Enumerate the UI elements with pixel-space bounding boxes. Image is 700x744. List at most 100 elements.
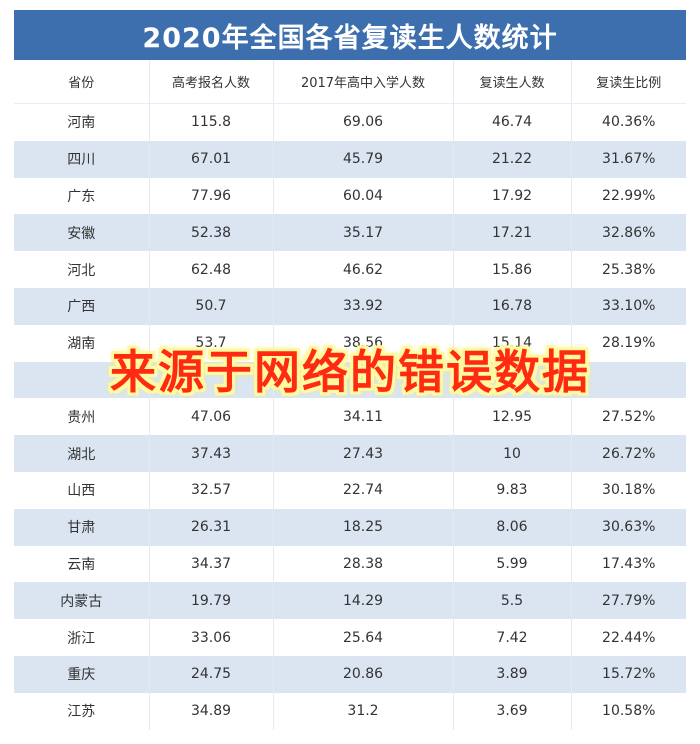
value-cell: 34.37 [149,545,274,583]
value-cell: 30.18% [602,482,656,499]
value-cell: 15.14 [453,324,572,362]
value-cell: 16.78 [453,287,572,325]
value-cell: 10.58% [602,703,656,720]
value-cell: 33.92 [273,287,454,325]
value-cell: 77.96 [149,177,274,215]
province-cell: 河北 [14,251,150,288]
value-cell: 38.56 [273,324,454,362]
table-row: 四川 67.01 45.79 21.22 31.67% [14,140,686,178]
province-cell: 浙江 [14,619,150,656]
value-cell: 31.2 [273,692,454,730]
table-row [14,361,686,399]
value-cell: 3.89 [453,655,572,693]
value-cell: 17.43% [602,555,656,572]
value-cell [273,361,454,399]
value-cell: 22.99% [602,187,656,204]
province-cell [14,361,150,399]
value-cell: 20.86 [273,655,454,693]
table-row: 贵州 47.06 34.11 12.95 27.52% [14,398,686,436]
value-cell: 50.7 [149,287,274,325]
province-cell: 内蒙古 [14,582,150,620]
value-cell: 22.44% [602,629,656,646]
value-cell [453,361,572,399]
table-row: 内蒙古 19.79 14.29 5.5 27.79% [14,582,686,620]
table-row: 浙江 33.06 25.64 7.42 22.44% [14,619,686,656]
column-header: 省份 [14,60,150,104]
value-cell: 27.79% [602,592,656,609]
value-cell: 34.11 [273,398,454,436]
table-row: 山西 32.57 22.74 9.83 30.18% [14,471,686,509]
value-cell: 5.5 [453,582,572,620]
province-cell: 重庆 [14,655,150,693]
value-cell: 7.42 [453,619,572,656]
table-title: 2020年全国各省复读生人数统计 [14,10,686,60]
province-cell: 贵州 [14,398,150,436]
table-row: 河北 62.48 46.62 15.86 25.38% [14,251,686,288]
value-cell: 60.04 [273,177,454,215]
value-cell: 27.43 [273,435,454,472]
table-row: 安徽 52.38 35.17 17.21 32.86% [14,214,686,252]
province-cell: 江苏 [14,692,150,730]
value-cell [571,362,686,399]
value-cell: 25.38% [602,261,656,278]
column-header: 复读生人数 [453,60,572,104]
province-cell: 四川 [14,140,150,178]
value-cell: 14.29 [273,582,454,620]
header-row: 省份 高考报名人数 2017年高中入学人数 复读生人数 复读生比例 [14,60,686,104]
value-cell: 31.67% [602,151,656,168]
value-cell: 8.06 [453,508,572,546]
value-cell: 17.92 [453,177,572,215]
value-cell: 5.99 [453,545,572,583]
province-cell: 湖北 [14,435,150,472]
value-cell: 19.79 [149,582,274,620]
value-cell: 28.19% [602,335,656,352]
table-row: 甘肃 26.31 18.25 8.06 30.63% [14,508,686,546]
data-table: 省份 高考报名人数 2017年高中入学人数 复读生人数 复读生比例 河南 115.8 69.… [14,60,686,730]
value-cell: 45.79 [273,140,454,178]
value-cell: 9.83 [453,471,572,509]
value-cell: 26.31 [149,508,274,546]
table-row: 广西 50.7 33.92 16.78 33.10% [14,287,686,325]
table-frame: 2020年全国各省复读生人数统计 省份 高考报名人数 2017年高中入学人数 复读生人… [14,10,686,740]
value-cell [149,361,274,399]
value-cell: 15.72% [602,666,656,683]
value-cell: 33.06 [149,619,274,656]
table-row: 河南 115.8 69.06 46.74 40.36% [14,103,686,141]
column-header: 2017年高中入学人数 [273,60,454,104]
table-body: 河南 115.8 69.06 46.74 40.36% 四川 67.01 45.79 21.22… [14,103,686,730]
province-cell: 广东 [14,177,150,215]
value-cell: 62.48 [149,251,274,288]
value-cell: 53.7 [149,324,274,362]
value-cell: 115.8 [149,103,274,141]
value-cell: 46.74 [453,103,572,141]
value-cell: 69.06 [273,103,454,141]
value-cell: 22.74 [273,471,454,509]
table-row: 湖北 37.43 27.43 10 26.72% [14,435,686,472]
value-cell: 24.75 [149,655,274,693]
province-cell: 云南 [14,545,150,583]
value-cell: 32.57 [149,471,274,509]
province-cell: 湖南 [14,324,150,362]
table-row: 云南 34.37 28.38 5.99 17.43% [14,545,686,583]
value-cell: 15.86 [453,251,572,288]
value-cell: 28.38 [273,545,454,583]
value-cell: 37.43 [149,435,274,472]
value-cell: 67.01 [149,140,274,178]
column-header: 高考报名人数 [149,60,274,104]
value-cell: 46.62 [273,251,454,288]
value-cell: 18.25 [273,508,454,546]
value-cell: 21.22 [453,140,572,178]
value-cell: 17.21 [453,214,572,252]
value-cell: 10 [453,435,572,472]
value-cell: 47.06 [149,398,274,436]
table-row: 江苏 34.89 31.2 3.69 10.58% [14,692,686,730]
province-cell: 山西 [14,471,150,509]
province-cell: 河南 [14,103,150,141]
value-cell: 34.89 [149,692,274,730]
value-cell: 25.64 [273,619,454,656]
table-row: 广东 77.96 60.04 17.92 22.99% [14,177,686,215]
value-cell: 52.38 [149,214,274,252]
value-cell: 3.69 [453,692,572,730]
value-cell: 30.63% [602,519,656,536]
table-row: 重庆 24.75 20.86 3.89 15.72% [14,655,686,693]
